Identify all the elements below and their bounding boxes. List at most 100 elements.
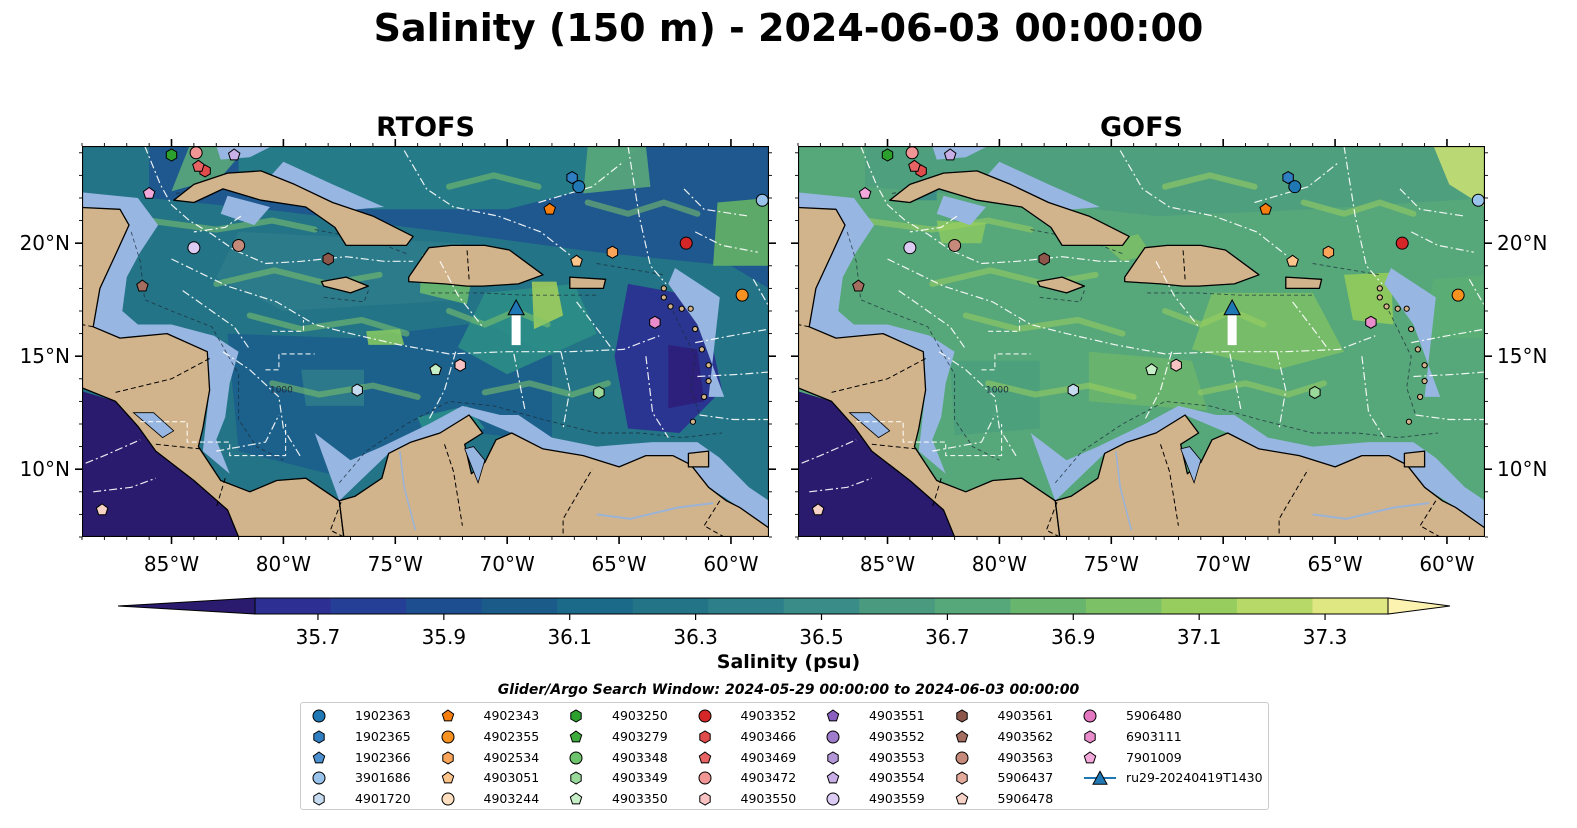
legend-label: 1902365 bbox=[355, 728, 411, 744]
legend-marker bbox=[313, 730, 325, 744]
legend-marker bbox=[569, 792, 583, 805]
lon-tick-label: 70°W bbox=[1196, 552, 1251, 576]
argo-float-4902534 bbox=[1322, 245, 1335, 259]
country-border bbox=[466, 247, 470, 280]
legend-marker bbox=[826, 792, 840, 806]
country-border bbox=[931, 478, 942, 508]
argo-float-1902363 bbox=[572, 180, 586, 194]
salinity-filament bbox=[246, 312, 410, 337]
eez-line bbox=[1254, 161, 1340, 204]
colorbar-tick-label: 35.7 bbox=[296, 625, 341, 649]
eez-line bbox=[1361, 356, 1385, 438]
salinity-filament bbox=[929, 267, 1099, 287]
map-gofs: 1000 bbox=[798, 146, 1485, 537]
eez-line bbox=[887, 258, 1376, 355]
colorbar-segment bbox=[1010, 598, 1087, 614]
eez-line bbox=[1276, 351, 1287, 429]
legend-marker bbox=[441, 709, 454, 722]
argo-float-4902343 bbox=[543, 202, 556, 215]
lon-tick-label: 65°W bbox=[1307, 552, 1362, 576]
argo-float-4903349 bbox=[593, 385, 605, 399]
legend-label: 4903563 bbox=[997, 749, 1054, 765]
argo-float-6903111 bbox=[649, 315, 661, 329]
depth-contour bbox=[1388, 310, 1417, 416]
lon-tick-label: 60°W bbox=[703, 552, 758, 576]
eez-line bbox=[171, 258, 660, 355]
island bbox=[1376, 285, 1383, 292]
legend-label: 4903551 bbox=[869, 708, 925, 723]
legend-label: 4903472 bbox=[740, 770, 797, 786]
country-border bbox=[703, 500, 725, 537]
eez-line bbox=[627, 146, 667, 285]
island bbox=[1421, 377, 1428, 385]
island bbox=[1383, 303, 1390, 310]
colorbar-tick-label: 36.3 bbox=[673, 625, 718, 649]
argo-float-4903559 bbox=[187, 241, 201, 255]
eez-line bbox=[752, 279, 769, 307]
argo-float-4902355 bbox=[735, 288, 749, 302]
island bbox=[678, 305, 685, 312]
lake bbox=[464, 446, 486, 485]
lat-tick-label: 20°N bbox=[1497, 231, 1547, 255]
legend-marker bbox=[1083, 750, 1097, 763]
argo-float-4903051 bbox=[1286, 254, 1299, 267]
legend-marker bbox=[955, 730, 968, 743]
legend-label: 4903350 bbox=[612, 791, 668, 807]
river bbox=[399, 451, 417, 531]
argo-float-4903250 bbox=[881, 148, 894, 162]
colorbar-segment bbox=[406, 598, 483, 614]
island bbox=[1403, 305, 1410, 312]
colorbar-tick-label: 36.7 bbox=[925, 625, 970, 649]
argo-float-4901720 bbox=[351, 383, 363, 397]
country-border bbox=[1045, 500, 1061, 537]
legend-label: 7901009 bbox=[1126, 749, 1182, 765]
legend-label: 4903554 bbox=[869, 770, 925, 786]
land-southAmerica bbox=[1054, 414, 1485, 537]
lon-tick-label: 75°W bbox=[368, 552, 423, 576]
eez-line bbox=[909, 215, 958, 233]
island bbox=[667, 303, 674, 310]
argo-float-7901009 bbox=[858, 186, 872, 199]
pacific-ocean bbox=[798, 391, 955, 537]
colorbar-segment bbox=[1085, 598, 1162, 614]
country-border bbox=[215, 478, 226, 508]
island bbox=[692, 325, 699, 333]
eez-line bbox=[1415, 414, 1485, 421]
legend-label: 4902534 bbox=[483, 749, 540, 765]
map-frame bbox=[82, 146, 769, 537]
colorbar-segment bbox=[708, 598, 785, 614]
argo-float-4903349 bbox=[1309, 385, 1321, 399]
argo-float-4903352 bbox=[679, 236, 693, 250]
legend-marker bbox=[698, 750, 711, 763]
land-hispaniola bbox=[1124, 244, 1260, 287]
lon-tick-label: 65°W bbox=[591, 552, 646, 576]
land-hispaniola bbox=[408, 244, 544, 287]
salinity-patch bbox=[227, 322, 552, 474]
argo-float-4903051 bbox=[570, 254, 583, 267]
shelf-area bbox=[1384, 268, 1441, 397]
river bbox=[1115, 451, 1133, 531]
eez-line bbox=[1399, 188, 1465, 217]
legend-label: ru29-20240419T1430 bbox=[1126, 770, 1263, 786]
legend-marker bbox=[570, 709, 582, 723]
island bbox=[1408, 325, 1415, 333]
legend-marker bbox=[826, 730, 840, 744]
land-puertoRico bbox=[569, 276, 607, 290]
country-border bbox=[562, 468, 593, 537]
legend-marker bbox=[827, 751, 839, 765]
legend-label: 6903111 bbox=[1126, 728, 1182, 744]
eez-line bbox=[222, 351, 302, 459]
legend-marker bbox=[312, 709, 326, 723]
land-southAmerica bbox=[338, 414, 769, 537]
salinity-patch bbox=[713, 198, 769, 266]
salinity-patch bbox=[1420, 274, 1485, 339]
legend-label: 4903051 bbox=[483, 770, 540, 786]
colorbar-tick-label: 37.3 bbox=[1303, 625, 1348, 649]
argo-float-1902365 bbox=[1282, 171, 1294, 185]
eez-line bbox=[856, 421, 1003, 457]
eez-line bbox=[988, 320, 1021, 332]
map-rtofs: 1000 bbox=[82, 146, 769, 537]
argo-float-4903469 bbox=[908, 159, 921, 172]
depth-contour bbox=[596, 263, 664, 276]
lon-tick-label: 60°W bbox=[1419, 552, 1474, 576]
